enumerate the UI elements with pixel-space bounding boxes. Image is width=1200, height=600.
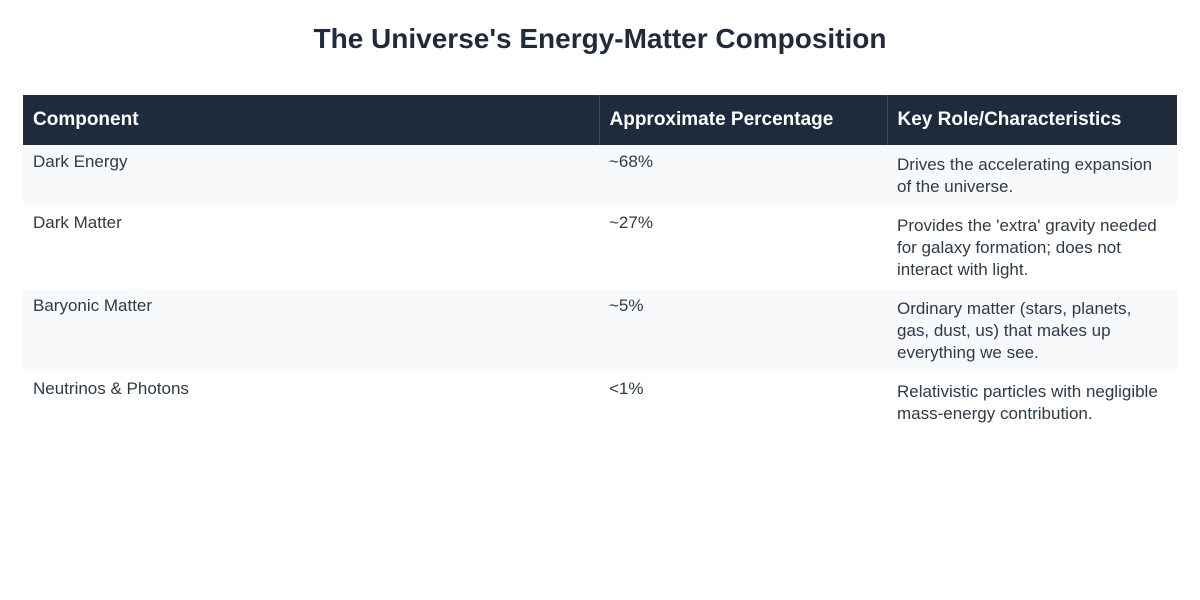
composition-table: Component Approximate Percentage Key Rol… bbox=[23, 95, 1177, 433]
composition-table-container: Component Approximate Percentage Key Rol… bbox=[23, 95, 1177, 433]
component-cell: Dark Matter bbox=[33, 213, 122, 232]
table-row: Baryonic Matter ~5% Ordinary matter (sta… bbox=[23, 289, 1177, 372]
role-cell: Relativistic particles with negligible m… bbox=[897, 382, 1158, 423]
table-body: Dark Energy ~68% Drives the accelerating… bbox=[23, 145, 1177, 433]
table-header: Component Approximate Percentage Key Rol… bbox=[23, 95, 1177, 145]
percentage-cell: ~68% bbox=[609, 152, 653, 171]
component-cell: Baryonic Matter bbox=[33, 296, 153, 315]
table-row: Dark Energy ~68% Drives the accelerating… bbox=[23, 145, 1177, 206]
component-cell: Dark Energy bbox=[33, 152, 128, 171]
table-header-row: Component Approximate Percentage Key Rol… bbox=[23, 95, 1177, 145]
column-header-role: Key Role/Characteristics bbox=[897, 109, 1122, 130]
role-cell: Provides the 'extra' gravity needed for … bbox=[897, 216, 1157, 279]
percentage-cell: ~27% bbox=[609, 213, 653, 232]
column-header-percentage: Approximate Percentage bbox=[599, 95, 888, 145]
role-cell: Drives the accelerating expansion of the… bbox=[897, 155, 1153, 196]
component-cell: Neutrinos & Photons bbox=[33, 379, 189, 398]
percentage-cell: ~5% bbox=[609, 296, 644, 315]
role-cell: Ordinary matter (stars, planets, gas, du… bbox=[897, 299, 1132, 362]
table-row: Neutrinos & Photons <1% Relativistic par… bbox=[23, 372, 1177, 433]
column-header-component: Component bbox=[23, 95, 600, 145]
table-row: Dark Matter ~27% Provides the 'extra' gr… bbox=[23, 206, 1177, 289]
page-title: The Universe's Energy-Matter Composition bbox=[313, 23, 887, 54]
percentage-cell: <1% bbox=[609, 379, 644, 398]
